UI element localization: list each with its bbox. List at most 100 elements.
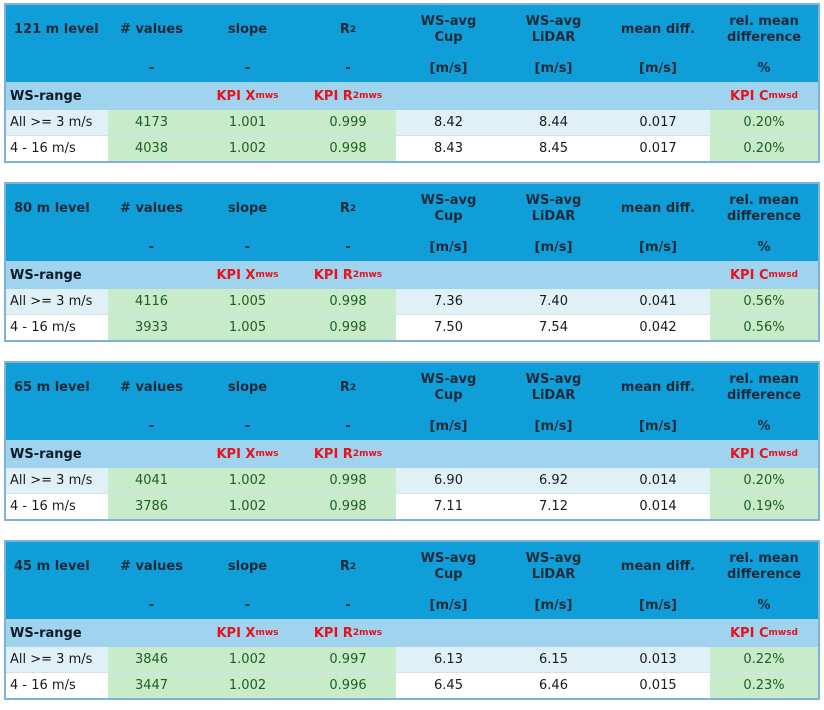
kpi-r2-label: KPI R 2 mws bbox=[313, 625, 383, 641]
kpi-blank bbox=[396, 440, 501, 468]
row-rel: 0.56% bbox=[710, 315, 818, 340]
row-cup: 7.36 bbox=[434, 294, 463, 309]
row-diff: 0.042 bbox=[639, 320, 677, 335]
header-wsavg-lidar: WS-avg LiDAR bbox=[525, 372, 582, 403]
row-diff: 0.017 bbox=[639, 141, 677, 156]
header-wsavg-cup: WS-avg Cup bbox=[420, 551, 477, 582]
unit-blank bbox=[6, 55, 108, 82]
kpi-blank bbox=[108, 619, 195, 647]
table-row: All >= 3 m/s 4041 1.002 0.998 6.90 6.92 … bbox=[6, 468, 818, 493]
row-cup: 6.45 bbox=[434, 678, 463, 693]
unit-r2: - bbox=[345, 597, 351, 613]
header-values: # values bbox=[120, 559, 183, 574]
kpi-blank bbox=[396, 261, 501, 289]
unit-slope: - bbox=[244, 418, 251, 434]
row-range: All >= 3 m/s bbox=[10, 473, 93, 488]
unit-diff: [m/s] bbox=[639, 239, 677, 255]
header-wsavg-lidar: WS-avg LiDAR bbox=[525, 14, 582, 45]
header-rel-mean: rel. mean difference bbox=[726, 551, 802, 582]
header-wsavg-cup: WS-avg Cup bbox=[420, 14, 477, 45]
row-slope: 1.005 bbox=[195, 315, 300, 340]
table-row: 4 - 16 m/s 4038 1.002 0.998 8.43 8.45 0.… bbox=[6, 135, 818, 161]
header-mean-diff: mean diff. bbox=[620, 559, 696, 574]
row-cup: 6.13 bbox=[434, 652, 463, 667]
unit-r2: - bbox=[345, 239, 351, 255]
unit-rel: % bbox=[757, 418, 771, 434]
row-range: 4 - 16 m/s bbox=[10, 499, 76, 514]
kpi-r2-label: KPI R 2 mws bbox=[313, 267, 383, 283]
row-rel: 0.22% bbox=[710, 647, 818, 672]
row-rel: 0.23% bbox=[710, 673, 818, 698]
level-title: 45 m level bbox=[14, 559, 90, 574]
table-row: 4 - 16 m/s 3933 1.005 0.998 7.50 7.54 0.… bbox=[6, 314, 818, 340]
row-lidar: 7.40 bbox=[539, 294, 568, 309]
unit-row: - - - [m/s] [m/s] [m/s] % bbox=[6, 234, 818, 261]
row-n: 3846 bbox=[108, 647, 195, 672]
unit-values: - bbox=[148, 597, 155, 613]
row-r2: 0.998 bbox=[300, 315, 396, 340]
row-range: All >= 3 m/s bbox=[10, 115, 93, 130]
unit-values: - bbox=[148, 418, 155, 434]
unit-values: - bbox=[148, 239, 155, 255]
row-r2: 0.998 bbox=[300, 289, 396, 314]
row-diff: 0.014 bbox=[639, 499, 677, 514]
kpi-blank bbox=[501, 82, 606, 110]
row-lidar: 6.92 bbox=[539, 473, 568, 488]
row-range: All >= 3 m/s bbox=[10, 652, 93, 667]
row-r2: 0.997 bbox=[300, 647, 396, 672]
unit-blank bbox=[6, 413, 108, 440]
unit-r2: - bbox=[345, 60, 351, 76]
header-wsavg-cup: WS-avg Cup bbox=[420, 193, 477, 224]
ws-range-label: WS-range bbox=[10, 446, 82, 462]
header-wsavg-lidar: WS-avg LiDAR bbox=[525, 193, 582, 224]
unit-slope: - bbox=[244, 239, 251, 255]
table-row: 4 - 16 m/s 3447 1.002 0.996 6.45 6.46 0.… bbox=[6, 672, 818, 698]
header-slope: slope bbox=[227, 559, 268, 574]
row-n: 3786 bbox=[108, 494, 195, 519]
row-slope: 1.002 bbox=[195, 673, 300, 698]
row-r2: 0.999 bbox=[300, 110, 396, 135]
row-n: 4041 bbox=[108, 468, 195, 493]
level-title: 121 m level bbox=[14, 22, 99, 37]
header-rel-mean: rel. mean difference bbox=[726, 372, 802, 403]
row-slope: 1.002 bbox=[195, 136, 300, 161]
kpi-blank bbox=[606, 619, 710, 647]
row-r2: 0.998 bbox=[300, 136, 396, 161]
row-rel: 0.20% bbox=[710, 110, 818, 135]
unit-slope: - bbox=[244, 60, 251, 76]
unit-row: - - - [m/s] [m/s] [m/s] % bbox=[6, 413, 818, 440]
row-diff: 0.013 bbox=[639, 652, 677, 667]
unit-lidar: [m/s] bbox=[534, 418, 573, 434]
unit-rel: % bbox=[757, 597, 771, 613]
row-diff: 0.041 bbox=[639, 294, 677, 309]
row-range: 4 - 16 m/s bbox=[10, 320, 76, 335]
unit-cup: [m/s] bbox=[429, 239, 468, 255]
row-lidar: 6.15 bbox=[539, 652, 568, 667]
row-lidar: 8.44 bbox=[539, 115, 568, 130]
ws-range-label: WS-range bbox=[10, 625, 82, 641]
unit-blank bbox=[6, 592, 108, 619]
kpi-blank bbox=[606, 440, 710, 468]
row-n: 4116 bbox=[108, 289, 195, 314]
unit-cup: [m/s] bbox=[429, 418, 468, 434]
row-n: 4038 bbox=[108, 136, 195, 161]
header-wsavg-cup: WS-avg Cup bbox=[420, 372, 477, 403]
kpi-blank bbox=[606, 82, 710, 110]
header-values: # values bbox=[120, 22, 183, 37]
unit-r2: - bbox=[345, 418, 351, 434]
header-slope: slope bbox=[227, 22, 268, 37]
row-diff: 0.017 bbox=[639, 115, 677, 130]
kpi-blank bbox=[501, 261, 606, 289]
